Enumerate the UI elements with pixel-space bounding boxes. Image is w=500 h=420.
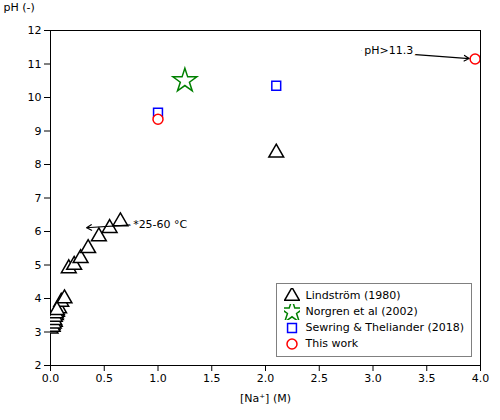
svg-text:pH>11.3: pH>11.3 [364,44,413,57]
html-text:This work: This work [305,337,359,350]
svg-text:2.5: 2.5 [311,372,329,385]
svg-text:8: 8 [35,158,42,171]
svg-text:3.5: 3.5 [418,372,436,385]
svg-text:1.0: 1.0 [149,372,167,385]
svg-text:7: 7 [35,192,42,205]
svg-text:9: 9 [35,125,42,138]
svg-text:*25-60 °C: *25-60 °C [133,218,187,231]
svg-text:3: 3 [35,326,42,339]
svg-text:[Na⁺] (M): [Na⁺] (M) [240,392,291,405]
svg-text:5: 5 [35,259,42,272]
svg-text:4.0: 4.0 [472,372,490,385]
svg-text:6: 6 [35,225,42,238]
svg-text:2.0: 2.0 [257,372,275,385]
svg-text:11: 11 [28,58,42,71]
svg-text:0.5: 0.5 [96,372,114,385]
svg-text:3.0: 3.0 [364,372,382,385]
svg-text:4: 4 [35,292,42,305]
svg-text:10: 10 [28,91,42,104]
svg-text:2: 2 [35,359,42,372]
html-text:Sewring & Theliander (2018): Sewring & Theliander (2018) [305,321,464,334]
svg-text:12: 12 [28,24,42,37]
svg-text:pH (-): pH (-) [4,1,35,14]
svg-text:0.0: 0.0 [42,372,60,385]
svg-text:1.5: 1.5 [203,372,221,385]
html-text:Lindström (1980): Lindström (1980) [305,289,401,302]
html-text:Norgren et al (2002): Norgren et al (2002) [305,305,418,318]
